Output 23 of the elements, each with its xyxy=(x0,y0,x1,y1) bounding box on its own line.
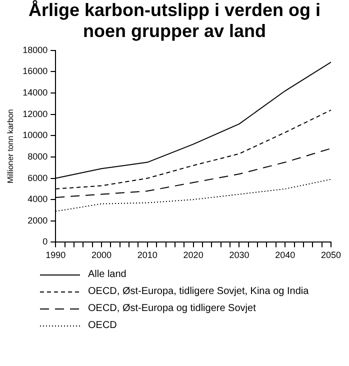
x-tick-label: 2040 xyxy=(275,250,296,260)
y-tick-label: 8000 xyxy=(28,151,48,162)
x-tick-label: 2010 xyxy=(137,250,158,260)
chart-title: Årlige karbon-utslipp i verden og i noen grupper av land xyxy=(27,0,322,42)
y-tick-label: 10000 xyxy=(22,130,48,140)
legend-label: OECD xyxy=(88,320,117,331)
legend-label: Alle land xyxy=(88,269,126,280)
legend-label: OECD, Øst-Europa og tidligere Sovjet xyxy=(88,303,256,314)
y-tick-label: 6000 xyxy=(28,172,48,183)
legend-label: OECD, Øst-Europa, tidligere Sovjet, Kina og India xyxy=(88,286,309,297)
x-tick-label: 2020 xyxy=(183,250,204,260)
y-tick-label: 16000 xyxy=(22,66,48,76)
y-tick-label: 0 xyxy=(42,236,48,247)
x-tick-label: 2030 xyxy=(229,250,250,260)
x-tick-label: 2000 xyxy=(92,250,112,260)
y-tick-label: 18000 xyxy=(22,44,48,55)
y-tick-label: 2000 xyxy=(28,215,48,226)
y-tick-label: 12000 xyxy=(22,108,48,119)
y-tick-label: 14000 xyxy=(22,88,48,98)
x-tick-label: 1990 xyxy=(46,250,66,260)
y-tick-label: 4000 xyxy=(28,194,48,204)
x-tick-label: 2050 xyxy=(320,250,342,260)
y-axis-title: Millioner tonn karbon xyxy=(6,109,16,184)
